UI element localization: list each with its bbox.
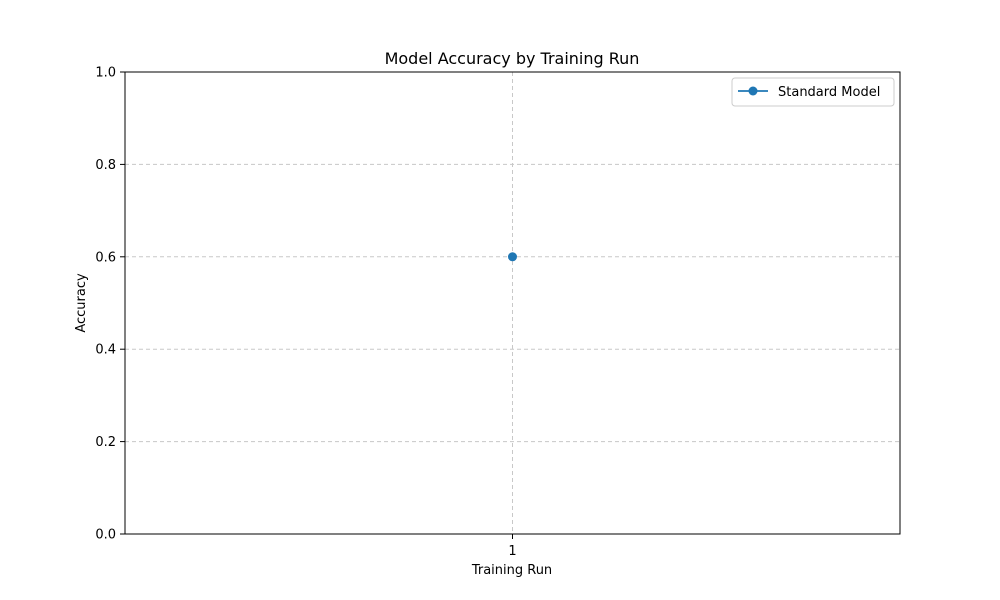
chart-title: Model Accuracy by Training Run <box>385 49 640 68</box>
legend-frame <box>731 77 895 107</box>
y-tick-label: 0.6 <box>95 250 116 265</box>
y-axis-ticks: 0.0 0.2 0.4 0.6 0.8 1.0 <box>95 66 125 543</box>
x-axis-label: Training Run <box>471 563 552 578</box>
legend-marker-swatch <box>748 86 758 96</box>
legend: Standard Model <box>731 77 895 107</box>
y-tick-label: 0.8 <box>95 158 116 173</box>
y-axis-label: Accuracy <box>74 273 89 333</box>
y-tick-label: 0.0 <box>95 528 116 543</box>
x-tick-label: 1 <box>508 544 516 559</box>
series-layer <box>508 252 517 262</box>
legend-label: Standard Model <box>778 85 880 100</box>
data-point-marker <box>508 252 517 262</box>
y-tick-label: 0.4 <box>95 343 116 358</box>
y-tick-label: 1.0 <box>95 66 116 81</box>
x-axis-ticks: 1 <box>508 534 517 559</box>
y-tick-label: 0.2 <box>95 435 116 450</box>
